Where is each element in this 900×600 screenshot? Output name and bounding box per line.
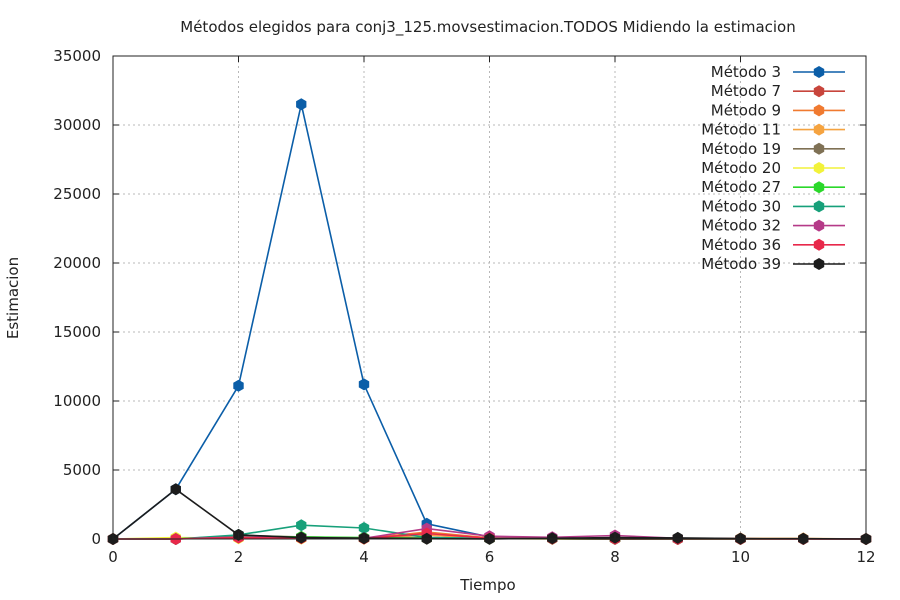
y-tick-label: 0 <box>91 530 101 548</box>
data-point <box>296 98 307 111</box>
y-tick-label: 15000 <box>53 323 101 341</box>
legend-marker <box>813 104 825 117</box>
legend-marker <box>813 123 825 136</box>
legend-marker <box>813 142 825 155</box>
legend-marker <box>813 200 825 213</box>
legend-label: Método 27 <box>701 178 781 196</box>
legend-label: Método 30 <box>701 197 781 215</box>
legend-item-m-todo-3: Método 3 <box>711 63 845 81</box>
y-tick-label: 5000 <box>63 461 101 479</box>
data-point <box>296 531 307 544</box>
data-point <box>296 519 307 532</box>
y-tick-label: 25000 <box>53 185 101 203</box>
legend-item-m-todo-30: Método 30 <box>701 197 845 215</box>
x-tick-label: 12 <box>856 548 875 566</box>
data-point <box>547 532 558 545</box>
legend-label: Método 32 <box>701 217 781 235</box>
data-point <box>170 483 181 496</box>
x-tick-label: 6 <box>485 548 495 566</box>
legend-item-m-todo-36: Método 36 <box>701 236 845 254</box>
legend-marker <box>813 258 825 270</box>
legend-item-m-todo-27: Método 27 <box>701 178 845 196</box>
legend-marker <box>813 85 825 98</box>
x-axis-label: Tiempo <box>459 576 515 594</box>
legend-marker <box>813 219 825 232</box>
y-tick-label: 20000 <box>53 254 101 272</box>
legend-item-m-todo-11: Método 11 <box>701 121 845 139</box>
legend-label: Método 19 <box>701 140 781 158</box>
x-tick-label: 4 <box>359 548 369 566</box>
grid-lines <box>113 56 866 539</box>
legend-label: Método 3 <box>711 63 781 81</box>
legend-marker <box>813 181 825 194</box>
legend-item-m-todo-20: Método 20 <box>701 159 845 177</box>
legend-label: Método 9 <box>711 101 781 119</box>
legend-label: Método 20 <box>701 159 781 177</box>
y-tick-label: 10000 <box>53 392 101 410</box>
y-tick-label: 35000 <box>53 47 101 65</box>
legend-label: Método 39 <box>701 255 781 273</box>
x-tick-label: 8 <box>610 548 620 566</box>
legend-item-m-todo-7: Método 7 <box>711 82 845 100</box>
legend-item-m-todo-19: Método 19 <box>701 140 845 158</box>
y-axis-label: Estimacion <box>4 257 22 339</box>
legend-item-m-todo-39: Método 39 <box>701 255 845 273</box>
legend-marker <box>813 238 825 251</box>
data-point <box>358 522 370 534</box>
legend-marker <box>813 162 825 174</box>
x-tick-label: 0 <box>108 548 118 566</box>
legend-label: Método 11 <box>701 121 781 139</box>
data-point <box>233 379 244 392</box>
tick-layer: 0 2 4 6 8 10 12 0 5000 10000 15000 20000 25000 30000 3… <box>53 47 875 566</box>
x-tick-label: 10 <box>731 548 750 566</box>
chart-title: Métodos elegidos para conj3_125.movsesti… <box>180 18 795 37</box>
x-tick-label: 2 <box>234 548 244 566</box>
data-point <box>358 378 370 391</box>
legend-marker <box>813 66 825 78</box>
legend-item-m-todo-9: Método 9 <box>711 101 845 119</box>
data-point <box>672 531 683 544</box>
y-tick-label: 30000 <box>53 116 101 134</box>
legend-label: Método 36 <box>701 236 781 254</box>
legend-label: Método 7 <box>711 82 781 100</box>
legend-item-m-todo-32: Método 32 <box>701 217 845 235</box>
